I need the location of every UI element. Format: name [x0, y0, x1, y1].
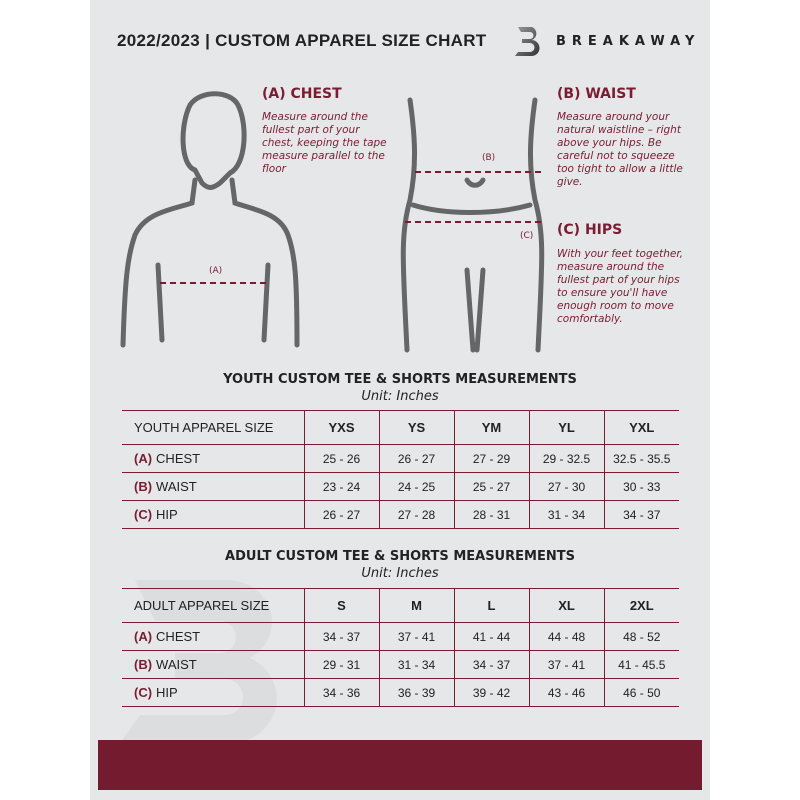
size-header: ADULT APPAREL SIZE [122, 588, 304, 623]
table-cell: 37 - 41 [378, 622, 454, 651]
row-code: (B) [134, 479, 153, 494]
table-cell: 46 - 50 [603, 678, 679, 707]
table-row: (B) WAIST 23 - 24 24 - 25 25 - 27 27 - 30 30 -… [122, 472, 679, 501]
table-cell: 39 - 42 [453, 678, 529, 707]
size-column: L [453, 588, 529, 623]
size-column: XL [528, 588, 604, 623]
table-cell: 31 - 34 [528, 500, 604, 529]
youth-table-title: YOUTH CUSTOM TEE & SHORTS MEASUREMENTS [223, 372, 577, 387]
table-cell: 37 - 41 [528, 650, 604, 679]
row-label: (C) HIP [122, 500, 304, 529]
size-column: YL [528, 410, 604, 445]
row-code: (C) [134, 685, 153, 700]
table-cell: 29 - 32.5 [528, 444, 604, 473]
youth-table-unit: Unit: Inches [361, 389, 439, 404]
row-label: (B) WAIST [122, 650, 304, 679]
waist-description: Measure around your natural waistline – … [557, 111, 683, 188]
table-cell: 29 - 31 [303, 650, 379, 679]
size-column: 2XL [603, 588, 679, 623]
table-header-row: ADULT APPAREL SIZE S M L XL 2XL [122, 588, 679, 623]
brand-name: BREAKAWAY [556, 34, 701, 49]
table-cell: 34 - 37 [603, 500, 679, 529]
waist-heading: (B) WAIST [557, 86, 636, 102]
table-row: (A) CHEST 25 - 26 26 - 27 27 - 29 29 - 32.5 32… [122, 444, 679, 473]
table-row: (B) WAIST 29 - 31 31 - 34 34 - 37 37 - 41 41 -… [122, 650, 679, 679]
page-title: 2022/2023 | CUSTOM APPAREL SIZE CHART [117, 31, 487, 50]
table-row: (C) HIP 34 - 36 36 - 39 39 - 42 43 - 46 46 - 5… [122, 678, 679, 707]
row-label: (A) CHEST [122, 444, 304, 473]
breakaway-logo-icon [515, 27, 540, 57]
table-cell: 41 - 45.5 [603, 650, 679, 679]
hips-heading: (C) HIPS [557, 222, 623, 238]
table-row: (C) HIP 26 - 27 27 - 28 28 - 31 31 - 34 34 - 3… [122, 500, 679, 529]
hips-marker: (C) [520, 231, 534, 241]
row-name: WAIST [156, 479, 197, 494]
row-code: (B) [134, 657, 153, 672]
size-column: YS [378, 410, 454, 445]
row-code: (A) [134, 629, 153, 644]
size-column: M [378, 588, 454, 623]
waist-hips-figure-illustration [400, 97, 545, 353]
table-cell: 27 - 29 [453, 444, 529, 473]
row-name: CHEST [156, 451, 201, 466]
row-name: CHEST [156, 629, 201, 644]
hips-description: With your feet together, measure around … [557, 248, 684, 325]
table-cell: 25 - 26 [303, 444, 379, 473]
row-code: (C) [134, 507, 153, 522]
table-cell: 25 - 27 [453, 472, 529, 501]
chest-figure-illustration [120, 91, 300, 348]
table-cell: 34 - 37 [453, 650, 529, 679]
table-cell: 24 - 25 [378, 472, 454, 501]
table-cell: 43 - 46 [528, 678, 604, 707]
table-cell: 30 - 33 [603, 472, 679, 501]
table-cell: 31 - 34 [378, 650, 454, 679]
table-cell: 26 - 27 [378, 444, 454, 473]
row-name: WAIST [156, 657, 197, 672]
table-header-row: YOUTH APPAREL SIZE YXS YS YM YL YXL [122, 410, 679, 445]
adult-table-unit: Unit: Inches [361, 566, 439, 581]
table-cell: 44 - 48 [528, 622, 604, 651]
size-header: YOUTH APPAREL SIZE [122, 410, 304, 445]
table-cell: 32.5 - 35.5 [603, 444, 679, 473]
table-cell: 23 - 24 [303, 472, 379, 501]
row-label: (B) WAIST [122, 472, 304, 501]
size-column: YXL [603, 410, 679, 445]
table-cell: 34 - 36 [303, 678, 379, 707]
footer-band [98, 740, 702, 790]
adult-table-title: ADULT CUSTOM TEE & SHORTS MEASUREMENTS [225, 549, 575, 564]
size-column: S [303, 588, 379, 623]
table-cell: 34 - 37 [303, 622, 379, 651]
size-column: YM [453, 410, 529, 445]
row-name: HIP [156, 685, 178, 700]
chest-heading: (A) CHEST [262, 86, 342, 102]
table-cell: 28 - 31 [453, 500, 529, 529]
waist-marker: (B) [482, 153, 496, 163]
youth-size-table: YOUTH APPAREL SIZE YXS YS YM YL YXL (A) C… [122, 410, 679, 529]
size-column: YXS [303, 410, 379, 445]
row-code: (A) [134, 451, 153, 466]
chest-description: Measure around the fullest part of your … [262, 111, 387, 175]
table-cell: 41 - 44 [453, 622, 529, 651]
row-label: (A) CHEST [122, 622, 304, 651]
table-cell: 27 - 30 [528, 472, 604, 501]
table-cell: 36 - 39 [378, 678, 454, 707]
table-cell: 27 - 28 [378, 500, 454, 529]
row-name: HIP [156, 507, 178, 522]
row-label: (C) HIP [122, 678, 304, 707]
adult-size-table: ADULT APPAREL SIZE S M L XL 2XL (A) CHEST… [122, 588, 679, 707]
chest-marker: (A) [209, 266, 223, 276]
table-cell: 48 - 52 [603, 622, 679, 651]
table-cell: 26 - 27 [303, 500, 379, 529]
table-row: (A) CHEST 34 - 37 37 - 41 41 - 44 44 - 48 48 -… [122, 622, 679, 651]
